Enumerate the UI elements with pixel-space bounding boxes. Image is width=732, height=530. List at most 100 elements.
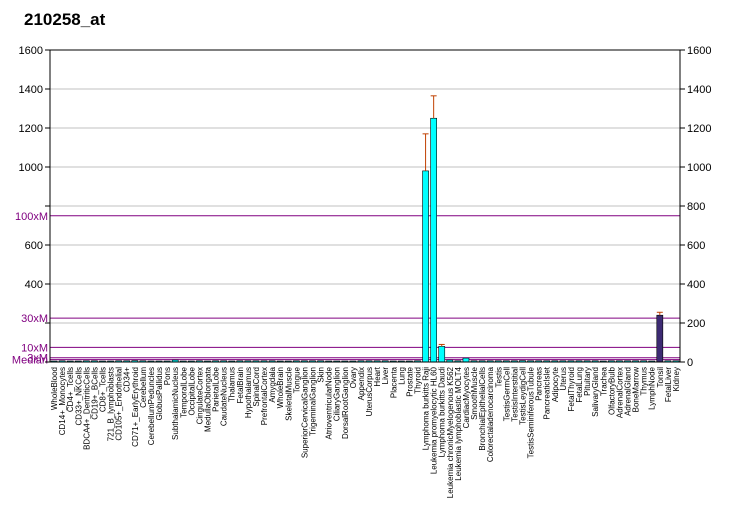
x-axis-category-labels: WholeBlood CD14+_Monocytes CD4+_Tcells CD33… (50, 366, 681, 498)
category-label: CD33+_NKCells (74, 367, 83, 425)
category-label: TemporalLobe (179, 366, 188, 417)
category-label: AtrioventricularNode (325, 366, 334, 439)
category-label: Leukemia lymphoblastic MOLT4 (454, 366, 463, 480)
y-tick-label-right: 0 (687, 357, 693, 369)
category-label: Amygdala (268, 366, 277, 402)
category-label: Skin (317, 367, 326, 383)
category-label: SpinalCord (252, 367, 261, 407)
marker-label: 3xM (27, 353, 48, 365)
category-label: Lung (397, 367, 406, 385)
category-label: Placenta (389, 366, 398, 398)
category-label: PrefrontalCortex (260, 367, 269, 425)
category-label: AdrenalCortex (615, 367, 624, 418)
category-label: FetalLiver (664, 367, 673, 402)
bar (422, 170, 429, 363)
category-label: BoneMarrow (632, 367, 641, 413)
category-label: CardiacMyocytes (462, 367, 471, 428)
bar (430, 117, 437, 363)
category-label: Tonsil (656, 367, 665, 388)
category-label: CerebellumPeduncles (147, 367, 156, 445)
category-label: SuperiorCervicalGanglion (300, 367, 309, 458)
category-label: 721_B_lymphoblasts (107, 367, 116, 441)
category-label: PancreaticIslet (543, 366, 552, 419)
category-label: GlobusPallidus (155, 367, 164, 420)
category-label: WholeBlood (50, 367, 59, 410)
category-label: BronchialEpithelialCells (478, 367, 487, 451)
category-label: Thymus (640, 367, 649, 395)
category-label: TestisLeydigCell (519, 367, 528, 425)
marker-label: 100xM (15, 211, 48, 223)
category-label: Pons (163, 367, 172, 385)
y-axis-ticks: 0 200 400 400 600 600 800 1000 1000 1200 1200 1400 1… (19, 45, 712, 369)
category-label: CD8+_Tcells (99, 367, 108, 412)
category-label: CingulateCortex (195, 367, 204, 424)
category-label: Lymphoma burkitts Daudi (438, 367, 447, 458)
category-label: Uterus (559, 367, 568, 391)
bar (656, 314, 664, 363)
category-label: TestisSeminiferousTubule (527, 366, 536, 458)
category-label: OlfactoryBulb (607, 366, 616, 415)
category-label: FetalLung (575, 367, 584, 403)
y-tick-label-right: 1600 (687, 45, 711, 57)
y-tick-label-left: 1200 (19, 123, 43, 135)
category-label: SkeletalMuscle (284, 366, 293, 420)
category-label: TestisGermCell (502, 367, 511, 421)
marker-label: 30xM (21, 313, 48, 325)
category-label: Cerebellum (139, 367, 148, 408)
category-label: Liver (381, 367, 390, 385)
category-label: Heart (373, 366, 382, 386)
category-label: Leukemia promyelocytic HL60 (430, 366, 439, 474)
y-tick-label-right: 1400 (687, 84, 711, 96)
bar (438, 346, 446, 363)
category-label: Leukemia chronicMyelogenous K562 (446, 366, 455, 498)
category-label: Pituitary (583, 367, 592, 396)
category-label: Thalamus (228, 367, 237, 402)
y-tick-label-right: 200 (687, 318, 705, 330)
category-label: CD71+_EarlyErythroid (131, 367, 140, 447)
category-label: UterusCorpus (365, 367, 374, 416)
category-label: Appendix (357, 367, 366, 400)
category-label: WholeBrain (276, 367, 285, 408)
category-label: CD19+_BCells (90, 367, 99, 420)
category-label: SmoothMuscle (470, 366, 479, 419)
category-label: Pancreas (535, 367, 544, 401)
category-label: CD14+_Monocytes (58, 367, 67, 435)
category-label: FetalThyroid (567, 367, 576, 411)
error-bars (422, 95, 663, 347)
category-label: Colorectaladenocarcinoma (486, 366, 495, 462)
bars (50, 117, 680, 363)
category-label: OccipitalLobe (187, 366, 196, 415)
category-label: Kidney (672, 367, 681, 391)
category-label: Testis (494, 367, 503, 387)
category-label: Lymphoma burkitts Raji (422, 367, 431, 451)
category-label: CD105+_Endothelial (115, 367, 124, 441)
category-label: Trachea (599, 366, 608, 396)
category-label: Ovary (349, 367, 358, 388)
y-tick-label-left: 600 (25, 240, 43, 252)
gridlines (50, 49, 680, 324)
category-label: CiliaryGanglion (333, 367, 342, 421)
chart-title: 210258_at (24, 10, 106, 29)
category-label: CD34+ (123, 367, 132, 392)
category-label: TestisInterstitial (510, 367, 519, 422)
y-tick-label-right: 600 (687, 240, 705, 252)
category-label: AdrenalGland (624, 367, 633, 416)
category-label: TrigeminalGanglion (309, 367, 318, 436)
category-label: ParietalLobe (212, 366, 221, 411)
category-label: Tongue (292, 366, 301, 393)
y-tick-label-right: 1200 (687, 123, 711, 135)
y-tick-label-right: 1000 (687, 162, 711, 174)
category-label: FetalBrain (236, 367, 245, 403)
category-label: CaudateNucleus (220, 367, 229, 426)
y-tick-label-left: 400 (25, 279, 43, 291)
category-label: CD4+_Tcells (66, 367, 75, 412)
y-tick-label-right: 800 (687, 201, 705, 213)
category-label: SalivaryGland (591, 367, 600, 417)
category-label: BDCA4+_DentriticCells (82, 367, 91, 450)
category-label: LymphNode (648, 366, 657, 409)
category-label: MedullaOblongata (204, 366, 213, 431)
y-tick-label-left: 1400 (19, 84, 43, 96)
category-label: Thyroid (414, 367, 423, 394)
